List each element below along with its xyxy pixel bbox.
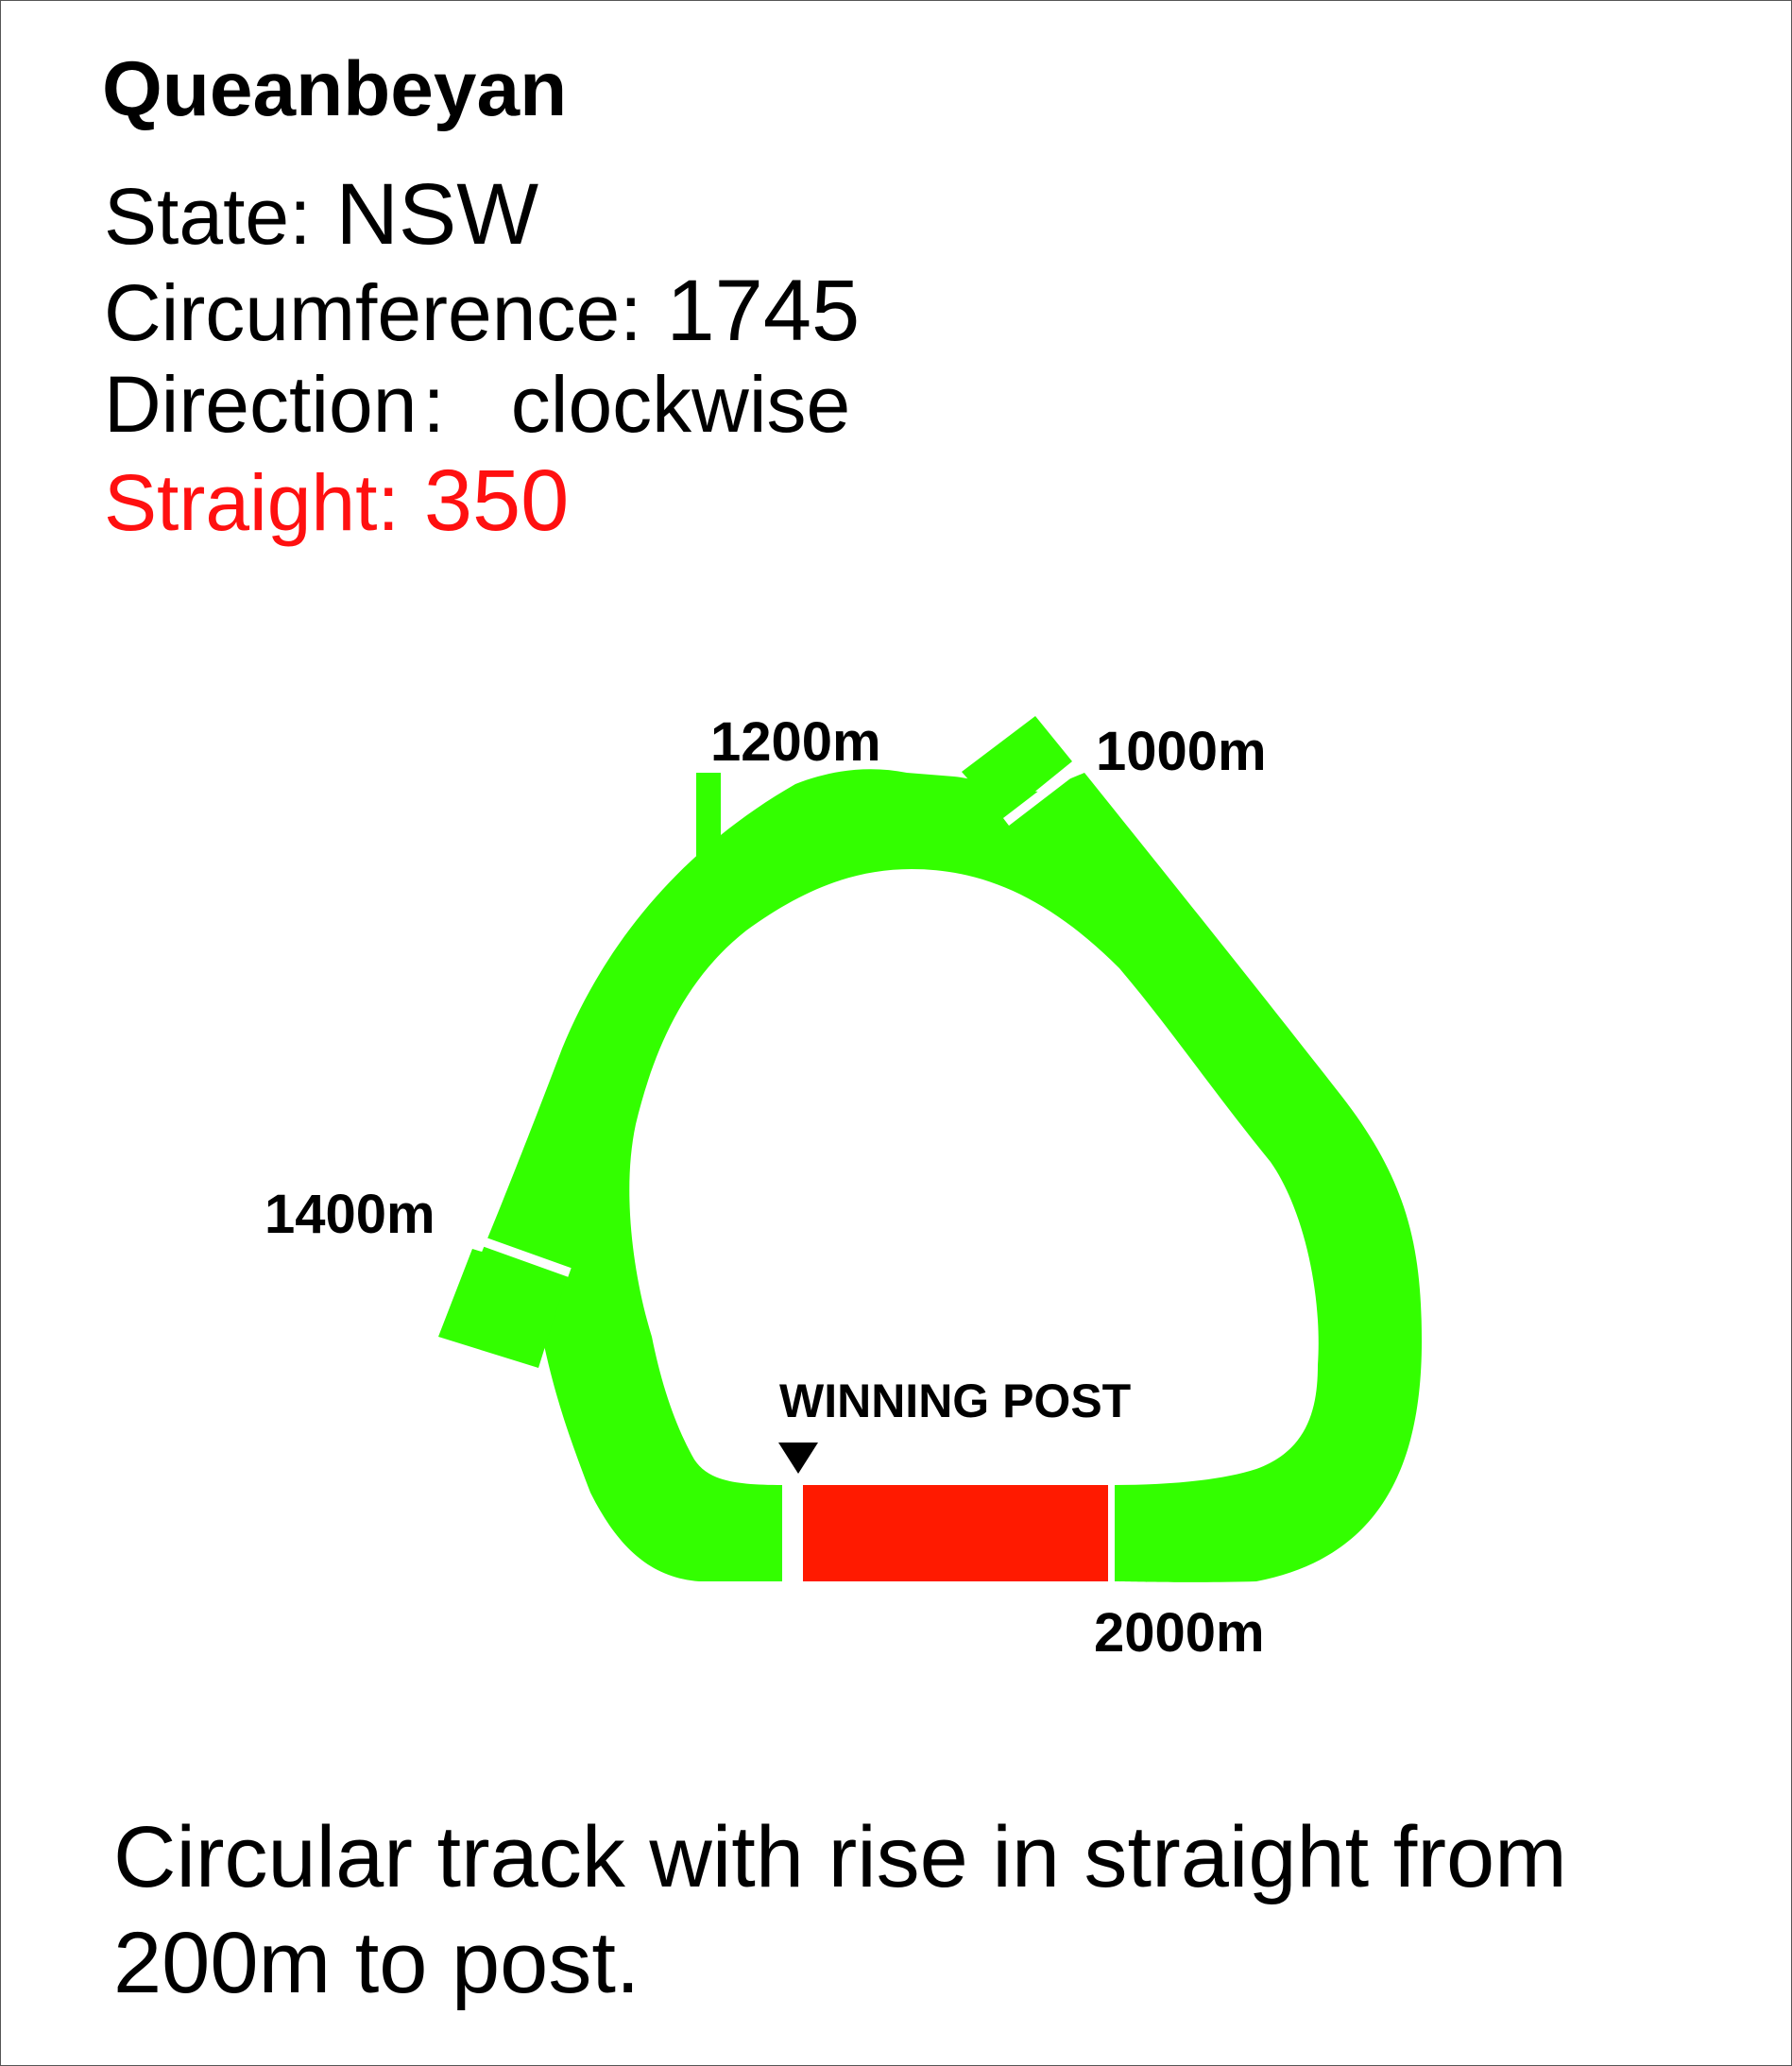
winning-post-label: WINNING POST [779, 1374, 1131, 1427]
straight-label: Straight: [104, 458, 400, 547]
marker-2000-label: 2000m [1094, 1602, 1265, 1664]
direction-label: Direction [104, 360, 418, 449]
circumference-label: Circumference: [104, 268, 642, 357]
chute-1000 [962, 716, 1072, 818]
direction-value: clockwise [510, 360, 851, 449]
circumference-line: Circumference: 1745 [104, 262, 860, 361]
chute-1400 [438, 1249, 567, 1368]
state-value: NSW [335, 166, 539, 263]
marker-1200-label: 1200m [710, 711, 881, 773]
straight-line: Straight: 350 [104, 452, 569, 551]
gap-1000 [1002, 765, 1079, 826]
chute-1200 [696, 773, 721, 858]
straight-value: 350 [423, 452, 570, 549]
direction-separator: : [422, 360, 445, 449]
direction-line: Direction: clockwise [104, 359, 850, 451]
track-name: Queanbeyan [102, 46, 568, 132]
track-description: Circular track with rise in straight fro… [113, 1809, 1567, 2011]
home-straight [803, 1485, 1108, 1581]
winning-post-arrow-icon [778, 1443, 818, 1474]
track-body [478, 769, 1422, 1582]
gap-1400 [478, 1236, 572, 1277]
state-label: State: [104, 172, 312, 261]
state-line: State: NSW [104, 165, 538, 265]
marker-1000-label: 1000m [1096, 721, 1267, 782]
circumference-value: 1745 [666, 263, 861, 359]
marker-1400-label: 1400m [265, 1184, 435, 1245]
